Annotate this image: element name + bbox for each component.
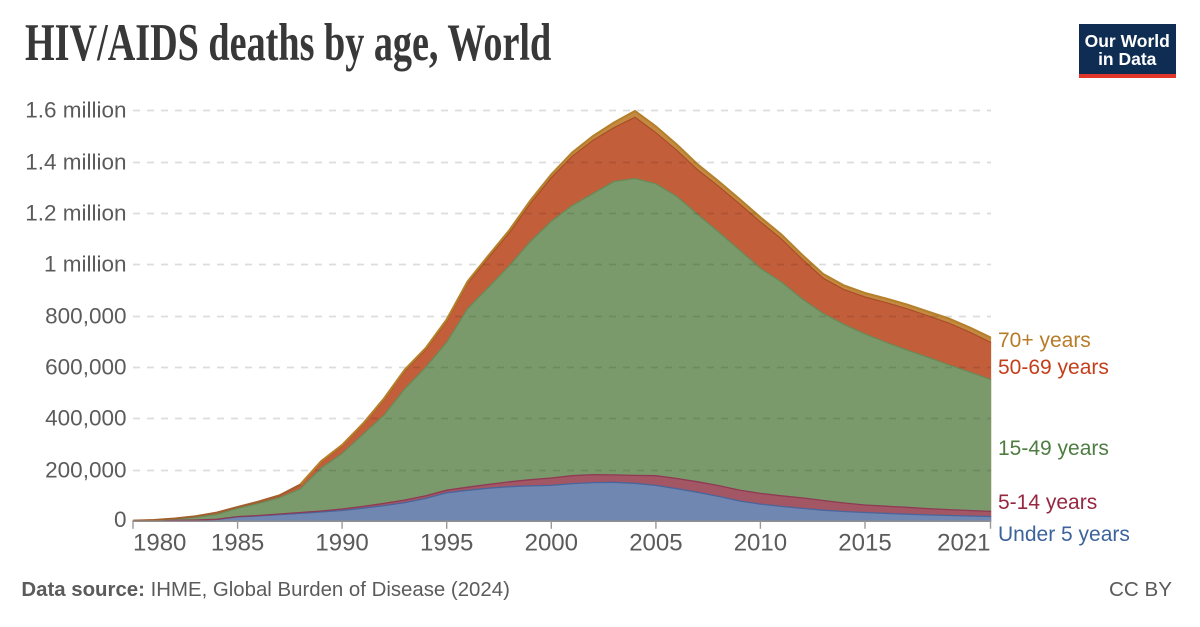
svg-text:1990: 1990 (315, 530, 368, 557)
svg-text:0: 0 (114, 507, 127, 532)
svg-text:400,000: 400,000 (45, 406, 126, 431)
svg-text:2015: 2015 (838, 530, 891, 557)
svg-text:70+ years: 70+ years (998, 329, 1091, 352)
svg-text:1.6 million: 1.6 million (25, 98, 126, 123)
svg-text:1995: 1995 (420, 530, 473, 557)
svg-text:2005: 2005 (629, 530, 682, 557)
svg-text:1985: 1985 (211, 530, 264, 557)
svg-text:50-69 years: 50-69 years (998, 356, 1109, 379)
svg-text:2000: 2000 (525, 530, 578, 557)
svg-text:200,000: 200,000 (45, 458, 126, 483)
svg-text:1980: 1980 (133, 530, 186, 557)
svg-text:800,000: 800,000 (45, 304, 126, 329)
svg-text:1.4 million: 1.4 million (25, 150, 126, 175)
svg-text:2021: 2021 (937, 530, 990, 557)
svg-text:1 million: 1 million (44, 252, 127, 277)
svg-text:Under 5 years: Under 5 years (998, 523, 1130, 546)
svg-text:15-49 years: 15-49 years (998, 437, 1109, 460)
svg-text:2010: 2010 (734, 530, 787, 557)
svg-text:1.2 million: 1.2 million (25, 201, 126, 226)
svg-text:5-14 years: 5-14 years (998, 491, 1097, 514)
svg-text:600,000: 600,000 (45, 355, 126, 380)
